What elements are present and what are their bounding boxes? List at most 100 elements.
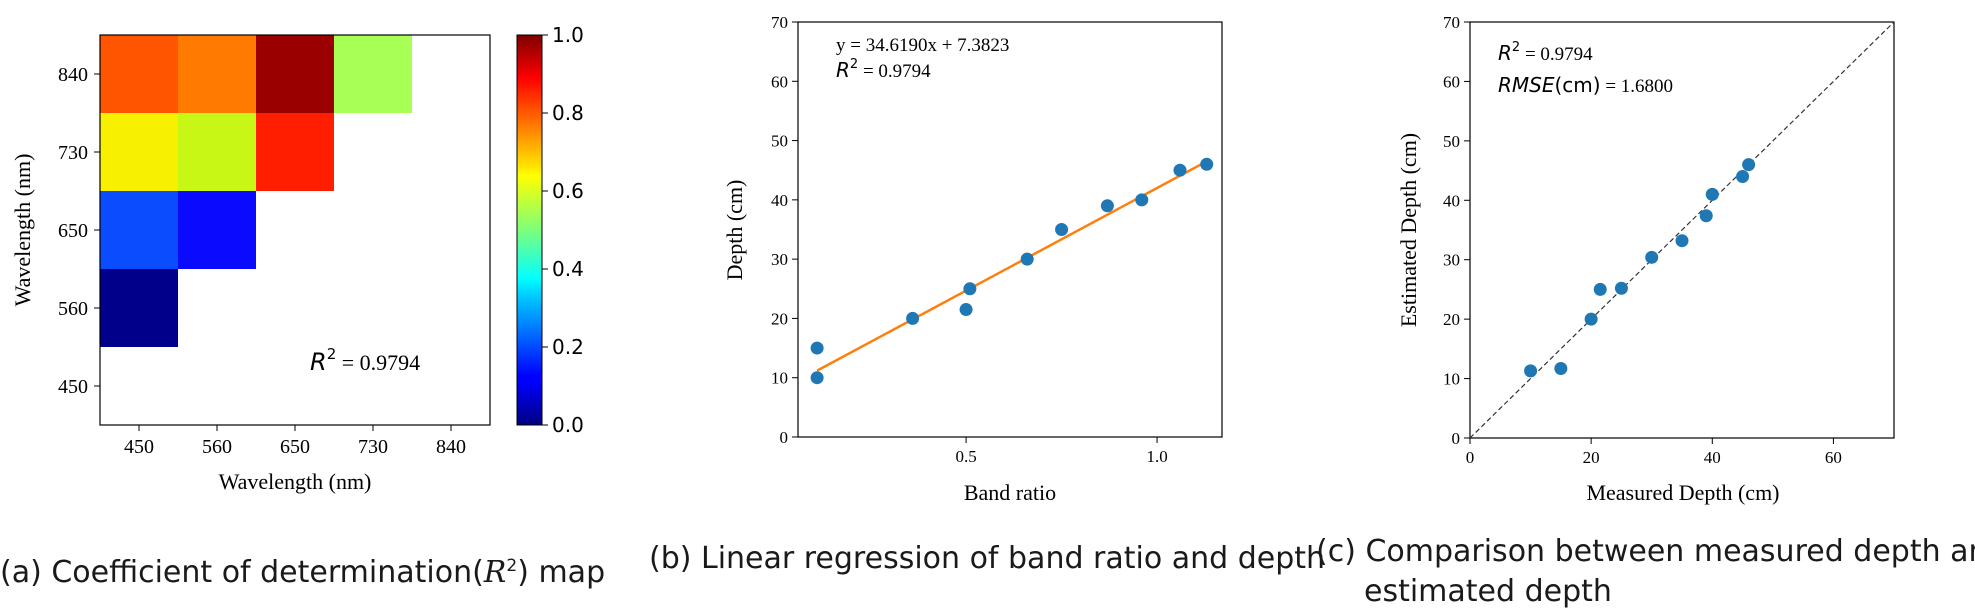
regression-data-point [1200, 157, 1214, 171]
heatmap-panel: 450 560 650 730 840 840 730 650 560 450 Waveleng… [10, 23, 584, 494]
heatmap-cell-450-840 [100, 35, 178, 113]
heatmap-cells [100, 35, 412, 347]
comparison-data-point [1614, 281, 1628, 295]
regression-ytick-label: 50 [771, 132, 788, 151]
regression-ytick-label: 60 [771, 72, 788, 91]
colorbar-tick-label: 0.6 [552, 179, 584, 203]
colorbar-tick-label: 0.2 [552, 335, 584, 359]
heatmap-cell-450-730 [100, 113, 178, 191]
regression-ytick-label: 0 [780, 428, 789, 447]
comparison-frame [1469, 21, 1895, 439]
regression-data-point [1173, 163, 1187, 177]
identity-line [1469, 21, 1895, 439]
heatmap-xtick-label: 450 [124, 436, 154, 458]
comparison-ytick-label: 60 [1443, 72, 1460, 91]
heatmap-ytick-label: 650 [58, 220, 88, 242]
heatmap-ytick-label: 730 [58, 142, 88, 164]
comparison-data-point [1645, 250, 1659, 264]
comparison-data-point [1593, 282, 1607, 296]
comparison-xtick-label: 60 [1825, 448, 1842, 467]
heatmap-cell-650-730 [256, 113, 334, 191]
heatmap-cell-650-840 [256, 35, 334, 113]
comparison-rmse-annotation: RMSE(cm) = 1.6800 [1498, 73, 1673, 97]
comparison-ytick-label: 40 [1443, 191, 1460, 210]
regression-data-point [906, 311, 920, 325]
colorbar-tick-label: 0.4 [552, 257, 584, 281]
regression-panel: 0.5 1.0 0 10 20 30 40 50 60 70 Band ratio Depth … [722, 13, 1223, 505]
caption-a-prefix: (a) Coefficient of determination( [0, 555, 484, 590]
caption-b: (b) Linear regression of band ratio and … [649, 541, 1326, 576]
colorbar [517, 35, 542, 425]
regression-xlabel: Band ratio [964, 480, 1056, 505]
comparison-data-point [1742, 158, 1756, 172]
heatmap-r2-annotation: R2 = 0.9794 [310, 345, 420, 376]
comparison-ytick-label: 20 [1443, 310, 1460, 329]
regression-data-point [810, 371, 824, 385]
regression-data-point [810, 341, 824, 355]
regression-data-point [963, 282, 977, 296]
comparison-ytick-label: 50 [1443, 132, 1460, 151]
heatmap-xtick-label: 840 [436, 436, 466, 458]
comparison-data-point [1554, 361, 1568, 375]
regression-data-point [1020, 252, 1034, 266]
heatmap-cell-560-840 [178, 35, 256, 113]
heatmap-ytick-label: 840 [58, 64, 88, 86]
heatmap-cell-730-840 [334, 35, 412, 113]
comparison-ytick-label: 10 [1443, 370, 1460, 389]
heatmap-ytick-label: 450 [58, 376, 88, 398]
comparison-xtick-label: 40 [1704, 448, 1721, 467]
heatmap-cell-450-650 [100, 191, 178, 269]
regression-data-point [1100, 199, 1114, 213]
comparison-r2-annotation: R2 = 0.9794 [1498, 40, 1593, 65]
heatmap-cell-560-730 [178, 113, 256, 191]
heatmap-ylabel: Wavelength (nm) [10, 154, 35, 307]
comparison-ylabel: Estimated Depth (cm) [1396, 133, 1421, 327]
caption-a-exponent: 2 [506, 556, 518, 576]
caption-a-suffix: ) map [517, 555, 606, 590]
regression-ytick-label: 30 [771, 250, 788, 269]
regression-xtick-label: 0.5 [955, 447, 976, 466]
regression-ytick-label: 40 [771, 191, 788, 210]
heatmap-xtick-label: 560 [202, 436, 232, 458]
regression-ytick-label: 70 [771, 13, 788, 32]
heatmap-cell-450-560 [100, 269, 178, 347]
regression-data-point [1135, 193, 1149, 207]
comparison-ytick-label: 30 [1443, 251, 1460, 270]
caption-a-symbol: R [483, 555, 507, 590]
regression-fit-line [816, 160, 1208, 372]
comparison-xtick-label: 20 [1583, 448, 1600, 467]
caption-c-line1: (c) Comparison between measured depth an… [1316, 534, 1975, 569]
comparison-data-point [1584, 312, 1598, 326]
comparison-ytick-label: 70 [1443, 13, 1460, 32]
comparison-data-point [1675, 234, 1689, 248]
colorbar-tick-label: 1.0 [552, 23, 584, 47]
regression-ylabel: Depth (cm) [722, 180, 747, 281]
heatmap-cell-560-650 [178, 191, 256, 269]
comparison-ytick-label: 0 [1452, 429, 1461, 448]
regression-xtick-label: 1.0 [1146, 447, 1167, 466]
regression-data-point [1055, 223, 1069, 236]
regression-frame [797, 21, 1223, 438]
regression-ytick-label: 20 [771, 309, 788, 328]
comparison-data-point [1524, 364, 1538, 378]
heatmap-xtick-label: 650 [280, 436, 310, 458]
comparison-xlabel: Measured Depth (cm) [1586, 480, 1779, 505]
regression-equation: y = 34.6190x + 7.3823 [836, 35, 1009, 56]
regression-ytick-label: 10 [771, 369, 788, 388]
comparison-data-point [1736, 170, 1750, 184]
comparison-data-point [1699, 209, 1713, 223]
heatmap-xlabel: Wavelength (nm) [219, 469, 372, 494]
colorbar-tick-label: 0.8 [552, 101, 584, 125]
colorbar-tick-label: 0.0 [552, 413, 584, 437]
comparison-panel: 0 20 40 60 0 10 20 30 40 50 60 70 Measured Depth (… [1396, 13, 1895, 505]
regression-r2-annotation: R2 = 0.9794 [836, 57, 931, 82]
heatmap-ytick-label: 560 [58, 298, 88, 320]
comparison-xtick-label: 0 [1466, 448, 1475, 467]
comparison-data-point [1705, 187, 1719, 201]
colorbar-frame [516, 34, 543, 426]
caption-a: (a) Coefficient of determination(R2) map [0, 546, 605, 593]
caption-c-line2: estimated depth [1364, 574, 1612, 609]
heatmap-xtick-label: 730 [358, 436, 388, 458]
regression-data-point [959, 303, 973, 317]
